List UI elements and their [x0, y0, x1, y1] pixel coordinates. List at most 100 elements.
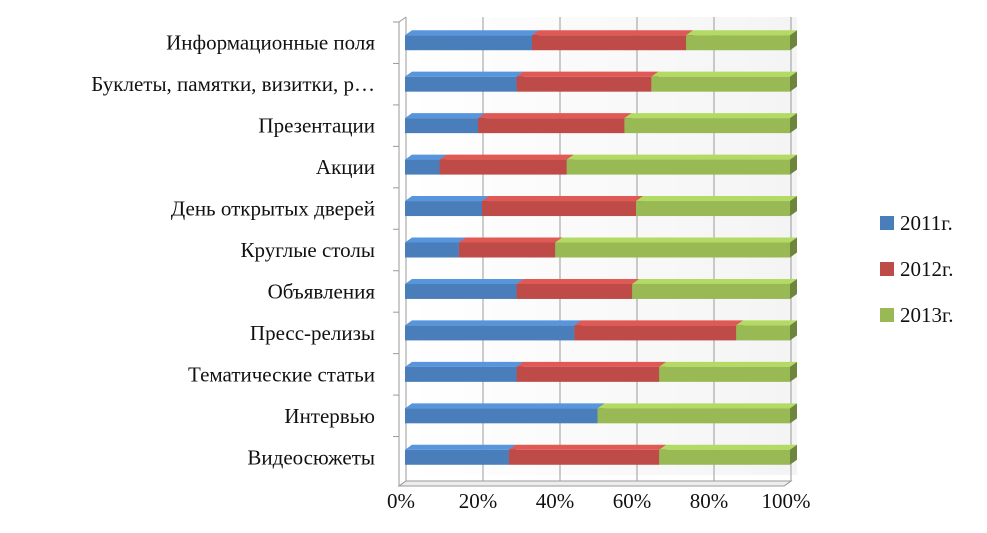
- bar-segment-top: [516, 278, 640, 284]
- bar-segment: [405, 237, 466, 258]
- bar-segment: [597, 403, 797, 424]
- bar-segment: [516, 71, 659, 92]
- bar-segment: [458, 237, 563, 258]
- bar-segment-front: [405, 325, 575, 341]
- bar-segment-front: [574, 325, 737, 341]
- bar-segment: [651, 71, 797, 92]
- bar-segment-side: [790, 403, 797, 424]
- bar-segment-front: [516, 76, 652, 92]
- bar-segment-front: [516, 283, 633, 299]
- bar-segment-front: [516, 366, 660, 382]
- category-label: Круглые столы: [241, 238, 375, 262]
- bar-segment-front: [555, 242, 790, 258]
- bar-segment-side: [790, 196, 797, 217]
- bar-segment: [405, 361, 524, 382]
- bar-segment-top: [574, 320, 744, 326]
- bar-segment-front: [405, 76, 517, 92]
- legend-swatch: [880, 262, 894, 276]
- bar-segment-top: [482, 196, 643, 202]
- bar-segment-top: [405, 403, 605, 409]
- category-label: Буклеты, памятки, визитки, р…: [91, 72, 375, 96]
- bar-segment-top: [458, 237, 563, 243]
- category-label: Пресс-релизы: [250, 321, 375, 345]
- bar-segment: [405, 278, 524, 299]
- bar-segment-front: [659, 449, 790, 465]
- bar-segment: [439, 154, 574, 175]
- bar-segment-top: [651, 71, 797, 77]
- legend-label: 2013г.: [900, 303, 954, 327]
- bar-segment-side: [790, 237, 797, 258]
- bar-segment-front: [405, 283, 517, 299]
- bar-segment: [659, 361, 797, 382]
- bar-segment-top: [636, 196, 797, 202]
- bar-segment-top: [405, 237, 466, 243]
- bar-segment: [478, 113, 632, 134]
- category-label: Тематические статьи: [188, 362, 375, 386]
- x-tick-label: 0%: [387, 489, 415, 513]
- bar-segment-front: [405, 242, 459, 258]
- bar-segment-side: [790, 278, 797, 299]
- bar-segment-top: [508, 444, 667, 450]
- bar-segment-top: [405, 278, 524, 284]
- bar-segment-front: [736, 325, 790, 341]
- category-label: День открытых дверей: [171, 197, 375, 221]
- legend-label: 2012г.: [900, 257, 954, 281]
- bar-segment-top: [405, 320, 582, 326]
- x-tick-label: 100%: [762, 489, 811, 513]
- bar-segment-front: [405, 366, 517, 382]
- legend-swatch: [880, 216, 894, 230]
- bar-segment-side: [790, 444, 797, 465]
- y-axis-line: [398, 16, 407, 486]
- plot-floor: [397, 480, 793, 487]
- bar-segment-front: [405, 118, 479, 134]
- bar-segment-top: [632, 278, 797, 284]
- bar-segment-top: [532, 30, 694, 36]
- bar-segment-top: [597, 403, 797, 409]
- bar-segment: [624, 113, 797, 134]
- bar-segment: [405, 403, 605, 424]
- bar-segment-front: [508, 449, 660, 465]
- bar-segment-front: [405, 201, 482, 217]
- bar-segment: [566, 154, 797, 175]
- bar-segment: [636, 196, 797, 217]
- bar-segment-front: [636, 201, 790, 217]
- bar-segment: [405, 113, 486, 134]
- x-gridline: [398, 17, 407, 487]
- legend-label: 2011г.: [900, 211, 953, 235]
- bar-segment: [482, 196, 643, 217]
- bar-segment-top: [659, 361, 797, 367]
- bar-segment: [405, 320, 582, 341]
- bar-segment: [405, 196, 489, 217]
- bar-segment-top: [555, 237, 797, 243]
- bar-segment-front: [659, 366, 790, 382]
- category-label: Акции: [316, 155, 375, 179]
- bar-segment-front: [532, 35, 687, 51]
- bar-segment-front: [405, 35, 533, 51]
- bar-segment-side: [790, 30, 797, 51]
- bar-segment: [686, 30, 797, 51]
- bar-segment: [516, 361, 667, 382]
- bar-segment: [555, 237, 797, 258]
- bar-segment: [508, 444, 667, 465]
- bar-segment-top: [405, 154, 447, 160]
- legend-swatch: [880, 308, 894, 322]
- bar-segment: [405, 444, 516, 465]
- bar-segment-front: [405, 449, 509, 465]
- bar-segment: [632, 278, 797, 299]
- bar-segment-front: [405, 159, 440, 175]
- category-label: Презентации: [258, 114, 375, 138]
- x-tick-label: 80%: [690, 489, 729, 513]
- bar-segment-top: [659, 444, 797, 450]
- bar-segment-side: [790, 320, 797, 341]
- bar-segment-top: [405, 113, 486, 119]
- bar-segment-front: [566, 159, 790, 175]
- bar-segment: [405, 30, 540, 51]
- category-label: Интервью: [284, 404, 375, 428]
- bar-segment-top: [686, 30, 797, 36]
- category-label: Видеосюжеты: [247, 445, 375, 469]
- bar-segment: [405, 71, 524, 92]
- category-label: Объявления: [268, 279, 376, 303]
- bar-segment-front: [405, 408, 598, 424]
